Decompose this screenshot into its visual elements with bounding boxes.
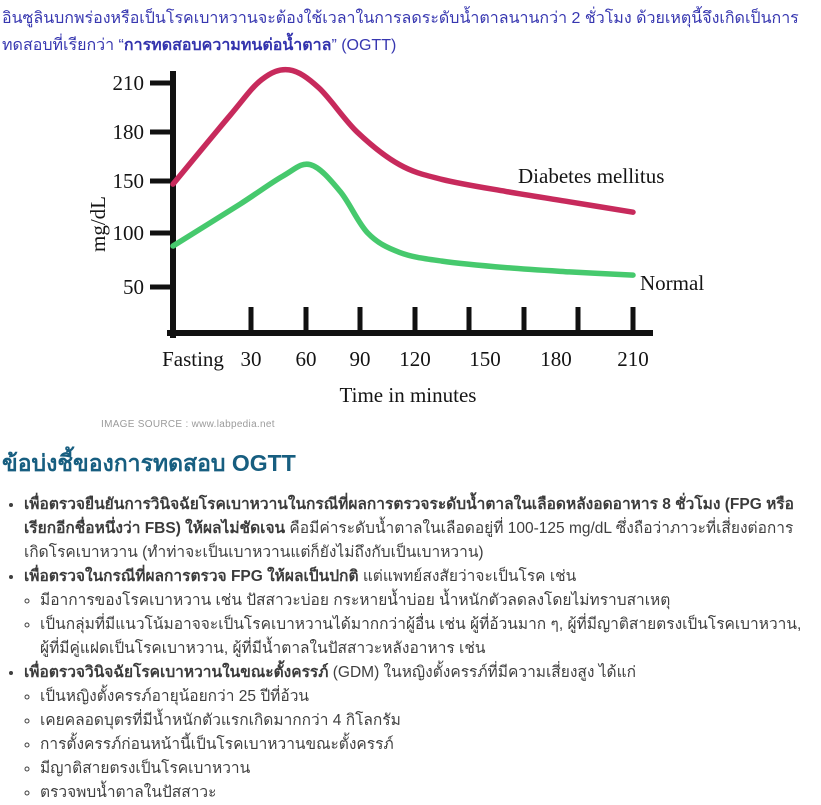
intro-bold-term: การทดสอบความทนต่อน้ำตาล (123, 37, 332, 54)
sub-list-item: การตั้งครรภ์ก่อนหน้านี้เป็นโรคเบาหวานขณะ… (40, 733, 811, 757)
list-item-bold-text: เพื่อตรวจยืนยันการวินิจฉัยโรคเบาหวานในกร… (24, 496, 794, 537)
list-item-text: การตั้งครรภ์ก่อนหน้านี้เป็นโรคเบาหวานขณะ… (40, 736, 394, 753)
y-tick-label: 100 (113, 221, 145, 245)
sub-list-item: เคยคลอดบุตรที่มีน้ำหนักตัวแรกเกิดมากกว่า… (40, 709, 811, 733)
image-source-caption: IMAGE SOURCE : www.labpedia.net (101, 419, 275, 430)
x-tick-label: Fasting (162, 347, 224, 371)
list-item-text: มีอาการของโรคเบาหวาน เช่น ปัสสาวะบ่อย กร… (40, 592, 671, 609)
list-item-text: เป็นหญิงตั้งครรภ์อายุน้อยกว่า 25 ปีที่อ้… (40, 688, 309, 705)
x-tick-label: 180 (540, 347, 572, 371)
x-tick-label: 30 (241, 347, 262, 371)
y-axis-ticks: 210 180 150 100 50 (113, 71, 175, 299)
series-curve-diabetes-mellitus (170, 66, 636, 215)
sub-list: มีอาการของโรคเบาหวาน เช่น ปัสสาวะบ่อย กร… (24, 589, 811, 661)
x-tick-label: 90 (350, 347, 371, 371)
y-tick-label: 50 (123, 275, 144, 299)
series-label-diabetes-mellitus: Diabetes mellitus (518, 164, 664, 188)
list-item-bold-text: เพื่อตรวจในกรณีที่ผลการตรวจ FPG ให้ผลเป็… (24, 568, 359, 585)
series-label-normal: Normal (640, 271, 704, 295)
y-tick-label: 150 (113, 169, 145, 193)
list-item-text: (GDM) ในหญิงตั้งครรภ์ที่มีความเสี่ยงสูง … (328, 664, 636, 681)
sub-list-item: มีญาติสายตรงเป็นโรคเบาหวาน (40, 757, 811, 781)
sub-list-item: มีอาการของโรคเบาหวาน เช่น ปัสสาวะบ่อย กร… (40, 589, 811, 613)
list-item-bold-text: เพื่อตรวจวินิจฉัยโรคเบาหวานในขณะตั้งครรภ… (24, 664, 329, 681)
series-curve-normal (170, 161, 636, 278)
list-item: เพื่อตรวจวินิจฉัยโรคเบาหวานในขณะตั้งครรภ… (24, 661, 811, 805)
indications-list: เพื่อตรวจยืนยันการวินิจฉัยโรคเบาหวานในกร… (0, 493, 821, 805)
sub-list-item: เป็นหญิงตั้งครรภ์อายุน้อยกว่า 25 ปีที่อ้… (40, 685, 811, 709)
list-item-text: เคยคลอดบุตรที่มีน้ำหนักตัวแรกเกิดมากกว่า… (40, 712, 401, 729)
list-item-text: มีญาติสายตรงเป็นโรคเบาหวาน (40, 760, 251, 777)
chart-curves: Diabetes mellitus Normal (170, 66, 704, 295)
x-tick-label: 60 (296, 347, 317, 371)
chart-axes (167, 71, 653, 338)
intro-text-before: อินซูลินบกพร่องหรือเป็นโรคเบาหวานจะต้องใ… (2, 10, 799, 54)
x-tick-label: 210 (617, 347, 649, 371)
intro-text-after: ” (OGTT) (331, 37, 397, 54)
x-tick-label: 120 (399, 347, 431, 371)
section-heading: ข้อบ่งชี้ของการทดสอบ OGTT (2, 450, 296, 476)
y-tick-label: 210 (113, 71, 145, 95)
sub-list-item: ตรวจพบน้ำตาลในปัสสาวะ (40, 781, 811, 805)
list-item-text: ตรวจพบน้ำตาลในปัสสาวะ (40, 784, 217, 801)
x-axis-ticks: Fasting 30 60 90 120 150 180 210 (162, 307, 649, 371)
list-item-text: เป็นกลุ่มที่มีแนวโน้มอาจจะเป็นโรคเบาหวาน… (40, 616, 802, 657)
y-tick-label: 180 (113, 120, 145, 144)
sub-list-item: เป็นกลุ่มที่มีแนวโน้มอาจจะเป็นโรคเบาหวาน… (40, 613, 811, 661)
list-item: เพื่อตรวจยืนยันการวินิจฉัยโรคเบาหวานในกร… (24, 493, 811, 565)
y-axis-label: mg/dL (88, 196, 110, 252)
x-tick-label: 150 (469, 347, 501, 371)
sub-list: เป็นหญิงตั้งครรภ์อายุน้อยกว่า 25 ปีที่อ้… (24, 685, 811, 805)
intro-paragraph: อินซูลินบกพร่องหรือเป็นโรคเบาหวานจะต้องใ… (0, 0, 821, 59)
list-item-text: คือมีค่าระดับน้ำตาลในเลือดอยู่ที่ 100-12… (24, 520, 794, 561)
x-axis-label: Time in minutes (340, 383, 477, 407)
list-item-text: แต่แพทย์สงสัยว่าจะเป็นโรค เช่น (358, 568, 577, 585)
list-item: เพื่อตรวจในกรณีที่ผลการตรวจ FPG ให้ผลเป็… (24, 565, 811, 661)
glucose-chart-figure: 210 180 150 100 50 Fasting 30 60 90 120 150 180 210… (86, 61, 748, 430)
